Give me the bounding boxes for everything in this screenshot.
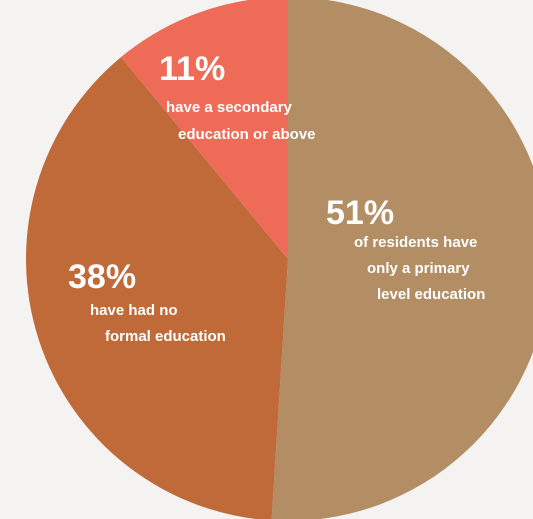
slice-primary-value-label: 51%: [326, 194, 394, 232]
slice-primary-desc-line-1: of residents have: [354, 234, 477, 251]
pie-slice-secondary: [120, 0, 288, 259]
slice-secondary-desc-line-1: have a secondary: [166, 99, 293, 116]
pie-slice-primary: [271, 0, 533, 519]
pie-slice-none: [26, 57, 288, 519]
slice-none-desc-line-2: formal education: [105, 328, 226, 345]
slice-none-value-label: 38%: [68, 258, 136, 296]
slice-secondary-desc-line-2: education or above: [178, 126, 316, 143]
slice-secondary-value-label: 11%: [159, 50, 225, 88]
slice-primary-desc-line-3: level education: [377, 286, 485, 303]
slice-primary-desc-line-2: only a primary: [367, 260, 470, 277]
slice-none-desc-line-1: have had no: [90, 302, 178, 319]
